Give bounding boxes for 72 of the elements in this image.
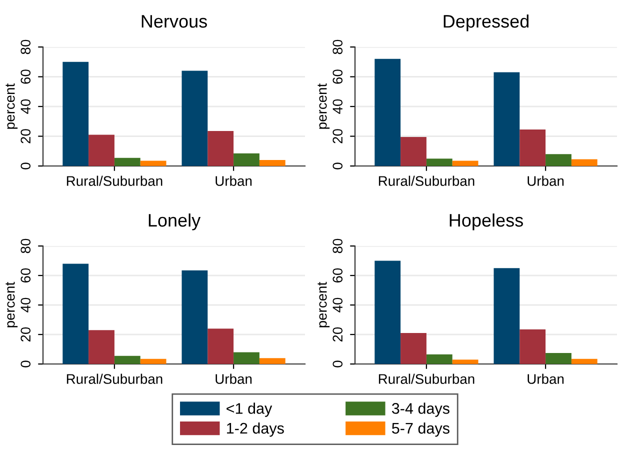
y-tick-label: 60 (20, 268, 31, 283)
y-axis-title: percent (6, 282, 18, 328)
bar (546, 352, 572, 364)
x-tick-label: Rural/Suburban (66, 176, 162, 186)
y-tick-label: 80 (20, 238, 31, 254)
y-tick-label: 20 (20, 129, 31, 144)
bar (452, 160, 478, 166)
bar (62, 62, 89, 166)
bar (400, 136, 426, 166)
chart-title: Hopeless (450, 213, 523, 230)
y-tick-label: 0 (20, 162, 31, 170)
y-tick-label: 0 (332, 360, 343, 368)
chart-title: Depressed (444, 14, 528, 32)
y-tick-label: 20 (332, 327, 343, 342)
y-tick-label: 40 (332, 99, 343, 114)
bar (182, 70, 208, 166)
x-tick-label: Rural/Suburban (378, 374, 474, 384)
bar (452, 360, 478, 364)
bar (182, 270, 208, 364)
y-tick-label: 80 (20, 40, 31, 54)
legend-label: <1 day (226, 402, 272, 417)
chart-title: Nervous (142, 15, 207, 28)
bar (234, 352, 260, 364)
bar (234, 153, 260, 166)
bar (259, 160, 286, 166)
y-tick-label: 80 (332, 40, 343, 54)
bar (259, 358, 286, 364)
legend-label: 1-2 days (227, 422, 284, 437)
y-tick-label: 80 (332, 238, 343, 254)
bar (546, 154, 572, 166)
bar (88, 330, 114, 364)
x-tick-label: Urban (216, 176, 252, 186)
x-tick-label: Urban (528, 176, 564, 186)
y-axis-title: percent (318, 282, 330, 328)
bar (494, 72, 520, 166)
bar (520, 329, 546, 364)
y-tick-label: 60 (332, 70, 343, 84)
x-tick-label: Urban (528, 374, 564, 384)
bar (494, 268, 520, 364)
bar (426, 354, 452, 364)
y-tick-label: 0 (20, 360, 31, 368)
bar (520, 130, 546, 166)
bar (571, 159, 598, 166)
y-tick-label: 40 (20, 298, 31, 312)
bar (374, 260, 401, 364)
bar (426, 158, 452, 166)
bar (88, 134, 114, 166)
bar (208, 328, 234, 364)
bar (400, 333, 426, 364)
bar (571, 358, 598, 364)
bar (114, 158, 140, 166)
y-tick-label: 0 (332, 162, 343, 170)
x-tick-label: Urban (216, 374, 252, 384)
y-axis-title: percent (318, 83, 330, 129)
bar (140, 160, 166, 166)
y-tick-label: 60 (20, 70, 31, 84)
y-tick-label: 40 (332, 298, 343, 312)
y-tick-label: 60 (332, 268, 343, 283)
bar (208, 131, 234, 166)
legend-label: 3-4 days (392, 402, 450, 417)
chart-title: Lonely (148, 213, 201, 230)
legend-label: 5-7 days (392, 422, 450, 437)
bar (62, 264, 89, 364)
bar (374, 58, 401, 166)
y-tick-label: 40 (20, 99, 31, 114)
y-tick-label: 20 (332, 129, 343, 144)
bar (140, 358, 166, 364)
y-tick-label: 20 (20, 327, 31, 342)
bar (114, 356, 140, 364)
y-axis-title: percent (6, 83, 18, 129)
x-tick-label: Rural/Suburban (66, 374, 162, 384)
x-tick-label: Rural/Suburban (378, 176, 474, 186)
